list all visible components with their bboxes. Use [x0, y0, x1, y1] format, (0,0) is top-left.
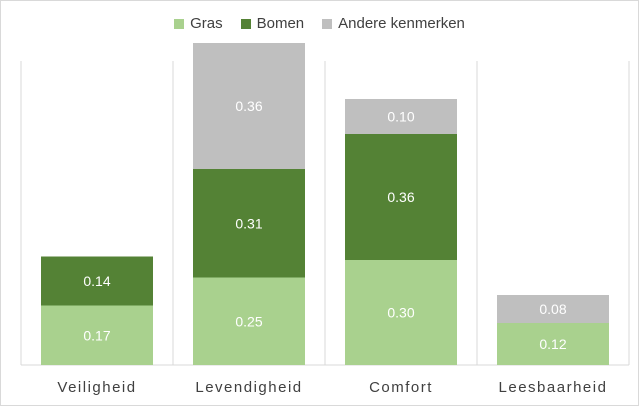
data-label-bomen-comfort: 0.36 [387, 189, 414, 205]
data-label-gras-levendigheid: 0.25 [235, 313, 262, 329]
data-label-gras-veiligheid: 0.17 [83, 327, 110, 343]
legend-swatch-andere-kenmerken [322, 18, 333, 29]
category-label-veiligheid: Veiligheid [57, 379, 136, 396]
category-label-comfort: Comfort [369, 379, 433, 396]
legend-item-gras: Gras [174, 15, 223, 32]
legend-item-bomen: Bomen [240, 15, 305, 32]
bar-bomen-levendigheid [193, 169, 305, 278]
legend-label-andere-kenmerken: Andere kenmerken [338, 15, 465, 32]
data-label-bomen-veiligheid: 0.14 [83, 273, 110, 289]
bar-bomen-comfort [345, 134, 457, 260]
legend-label-gras: Gras [190, 15, 223, 32]
bar-gras-comfort [345, 260, 457, 365]
category-label-levendigheid: Levendigheid [195, 379, 302, 396]
bar-gras-levendigheid [193, 277, 305, 365]
bar-gras-leesbaarheid [497, 323, 609, 365]
legend: Gras Bomen Andere kenmerken [1, 15, 638, 32]
data-label-andere-kenmerken-leesbaarheid: 0.08 [539, 301, 566, 317]
bar-andere-kenmerken-levendigheid [193, 43, 305, 169]
legend-swatch-bomen [240, 18, 251, 29]
bar-gras-veiligheid [41, 305, 153, 365]
data-label-andere-kenmerken-levendigheid: 0.36 [235, 98, 262, 114]
bar-bomen-veiligheid [41, 256, 153, 306]
bar-andere-kenmerken-leesbaarheid [497, 295, 609, 323]
bar-andere-kenmerken-comfort [345, 99, 457, 134]
legend-swatch-gras [174, 18, 185, 29]
data-label-gras-leesbaarheid: 0.12 [539, 336, 566, 352]
data-label-andere-kenmerken-comfort: 0.10 [387, 109, 414, 125]
category-label-leesbaarheid: Leesbaarheid [499, 379, 608, 396]
data-label-gras-comfort: 0.30 [387, 305, 414, 321]
legend-item-andere-kenmerken: Andere kenmerken [322, 15, 465, 32]
legend-label-bomen: Bomen [256, 15, 305, 32]
data-label-bomen-levendigheid: 0.31 [235, 215, 262, 231]
